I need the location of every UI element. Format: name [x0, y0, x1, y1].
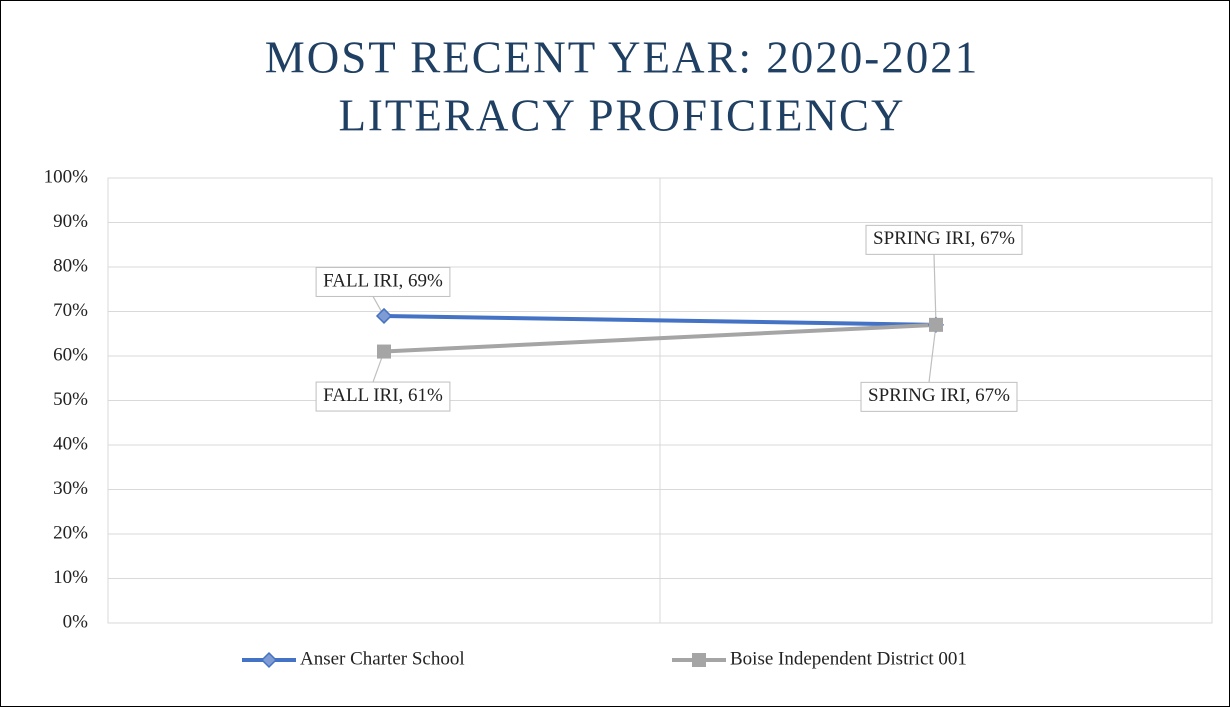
legend-label: Boise Independent District 001 [730, 648, 967, 669]
data-label: SPRING IRI, 67% [873, 228, 1015, 249]
legend-label: Anser Charter School [300, 648, 465, 669]
data-label-box [315, 381, 451, 412]
series-line [383, 322, 937, 354]
y-tick-label: 20% [53, 522, 88, 543]
y-tick-label: 50% [53, 389, 88, 410]
y-tick-label: 60% [53, 344, 88, 365]
legend-marker [692, 653, 706, 667]
leader-line [928, 324, 937, 383]
data-label-box [315, 266, 451, 297]
plot-frame [107, 177, 1213, 624]
data-label-box [865, 224, 1023, 255]
y-tick-label: 70% [53, 300, 88, 321]
data-label: FALL IRI, 61% [323, 385, 443, 406]
data-label: FALL IRI, 69% [323, 270, 443, 291]
y-tick-label: 0% [63, 611, 89, 632]
chart-title: MOST RECENT YEAR: 2020-2021 [265, 32, 979, 82]
y-tick-label: 100% [44, 166, 89, 187]
series-line [383, 313, 937, 327]
data-label: SPRING IRI, 67% [868, 385, 1010, 406]
legend-marker [260, 651, 278, 669]
marker [377, 344, 391, 359]
y-tick-label: 40% [53, 433, 88, 454]
chart-title: LITERACY PROFICIENCY [338, 90, 905, 140]
y-tick-label: 30% [53, 478, 88, 499]
marker [375, 307, 393, 325]
y-tick-label: 90% [53, 211, 88, 232]
data-label-box [860, 381, 1018, 412]
marker [929, 317, 943, 332]
y-tick-label: 80% [53, 255, 88, 276]
y-tick-label: 10% [53, 567, 88, 588]
leader-line [933, 254, 937, 325]
